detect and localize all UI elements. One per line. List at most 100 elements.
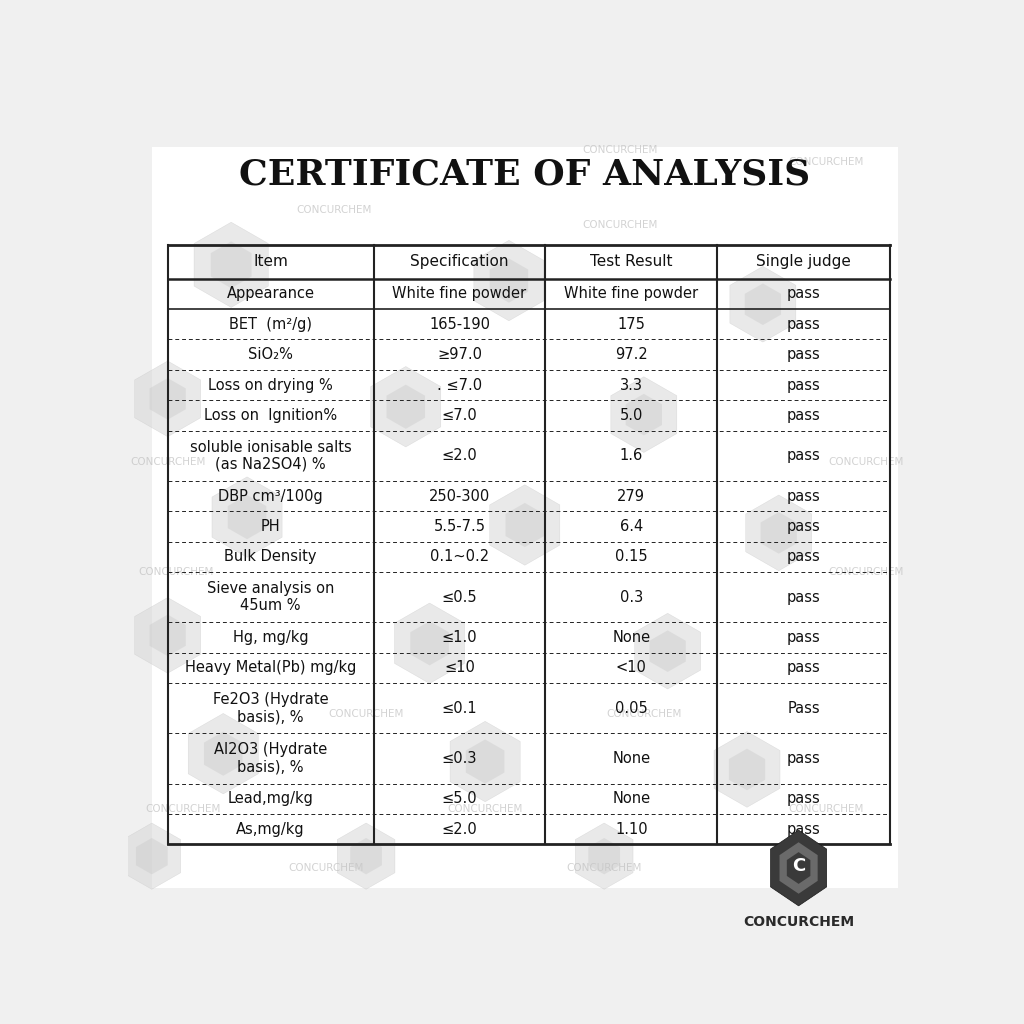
Text: Hg, mg/kg: Hg, mg/kg (232, 630, 308, 645)
Text: pass: pass (786, 287, 820, 301)
Text: 5.5-7.5: 5.5-7.5 (433, 519, 485, 534)
Text: Fe2O3 (Hydrate
basis), %: Fe2O3 (Hydrate basis), % (213, 692, 329, 724)
Text: pass: pass (786, 792, 820, 806)
Text: 165-190: 165-190 (429, 316, 489, 332)
Text: CERTIFICATE OF ANALYSIS: CERTIFICATE OF ANALYSIS (240, 157, 810, 191)
Text: Heavy Metal(Pb) mg/kg: Heavy Metal(Pb) mg/kg (185, 660, 356, 676)
Polygon shape (150, 378, 185, 420)
Polygon shape (227, 495, 266, 540)
Text: 0.3: 0.3 (620, 590, 643, 605)
Text: CONCURCHEM: CONCURCHEM (329, 710, 403, 719)
Text: 1.6: 1.6 (620, 449, 643, 463)
Text: CONCURCHEM: CONCURCHEM (828, 567, 904, 578)
Polygon shape (204, 731, 243, 776)
Text: CONCURCHEM: CONCURCHEM (447, 804, 523, 814)
Text: ≤7.0: ≤7.0 (441, 408, 477, 423)
Text: DBP cm³/100g: DBP cm³/100g (218, 488, 323, 504)
Polygon shape (730, 266, 796, 342)
Polygon shape (350, 838, 382, 874)
Text: 250-300: 250-300 (429, 488, 490, 504)
Text: ≤10: ≤10 (444, 660, 475, 676)
Text: ≤2.0: ≤2.0 (441, 449, 477, 463)
Polygon shape (575, 823, 633, 889)
Text: C: C (792, 857, 805, 876)
Text: Bulk Density: Bulk Density (224, 550, 316, 564)
Text: 0.1~0.2: 0.1~0.2 (430, 550, 489, 564)
Polygon shape (195, 222, 268, 307)
Text: BET  (m²/g): BET (m²/g) (229, 316, 312, 332)
Text: 0.15: 0.15 (615, 550, 647, 564)
Text: ≤0.5: ≤0.5 (441, 590, 477, 605)
Text: CONCURCHEM: CONCURCHEM (828, 457, 904, 467)
Polygon shape (466, 739, 505, 783)
Bar (168, 245, 890, 845)
Text: 279: 279 (617, 488, 645, 504)
Text: pass: pass (786, 378, 820, 392)
Polygon shape (411, 622, 449, 666)
Polygon shape (394, 603, 465, 683)
Text: Pass: Pass (787, 700, 820, 716)
Text: CONCURCHEM: CONCURCHEM (606, 710, 682, 719)
Polygon shape (588, 838, 621, 874)
Polygon shape (506, 503, 544, 547)
Text: Item: Item (253, 254, 288, 269)
Text: Specification: Specification (411, 254, 509, 269)
Polygon shape (744, 284, 781, 325)
Polygon shape (489, 484, 560, 565)
Text: soluble ionisable salts
(as Na2SO4) %: soluble ionisable salts (as Na2SO4) % (189, 439, 351, 472)
Polygon shape (135, 361, 201, 436)
Polygon shape (489, 258, 528, 303)
Text: Appearance: Appearance (226, 287, 314, 301)
Text: ≤1.0: ≤1.0 (441, 630, 477, 645)
Text: CONCURCHEM: CONCURCHEM (297, 205, 372, 215)
Polygon shape (211, 242, 252, 288)
Text: CONCURCHEM: CONCURCHEM (583, 220, 657, 230)
Polygon shape (770, 830, 826, 906)
Text: pass: pass (786, 630, 820, 645)
Polygon shape (611, 377, 677, 453)
Text: 1.10: 1.10 (615, 821, 647, 837)
Text: pass: pass (786, 347, 820, 362)
Polygon shape (136, 838, 168, 874)
Text: pass: pass (786, 519, 820, 534)
Polygon shape (649, 631, 686, 672)
Polygon shape (123, 823, 180, 889)
Text: pass: pass (786, 590, 820, 605)
Text: pass: pass (786, 550, 820, 564)
Text: CONCURCHEM: CONCURCHEM (788, 804, 864, 814)
Text: ≤0.3: ≤0.3 (441, 751, 477, 766)
Text: None: None (612, 792, 650, 806)
Text: Test Result: Test Result (590, 254, 673, 269)
Text: . ≤7.0: . ≤7.0 (437, 378, 482, 392)
Text: None: None (612, 630, 650, 645)
Polygon shape (135, 598, 201, 673)
Text: <10: <10 (615, 660, 647, 676)
Polygon shape (635, 613, 700, 689)
Text: Single judge: Single judge (756, 254, 851, 269)
Text: 175: 175 (617, 316, 645, 332)
Text: SiO₂%: SiO₂% (248, 347, 293, 362)
Polygon shape (188, 714, 258, 794)
Polygon shape (729, 749, 765, 791)
Text: CONCURCHEM: CONCURCHEM (138, 567, 213, 578)
Text: 5.0: 5.0 (620, 408, 643, 423)
Text: ≤5.0: ≤5.0 (441, 792, 477, 806)
Text: CONCURCHEM: CONCURCHEM (788, 158, 864, 167)
Text: CONCURCHEM: CONCURCHEM (566, 863, 642, 873)
Text: White fine powder: White fine powder (564, 287, 698, 301)
Polygon shape (212, 477, 282, 557)
Polygon shape (451, 721, 520, 802)
Text: ≤2.0: ≤2.0 (441, 821, 477, 837)
Polygon shape (761, 512, 797, 554)
Text: PH: PH (261, 519, 281, 534)
Text: 6.4: 6.4 (620, 519, 643, 534)
Text: pass: pass (786, 408, 820, 423)
Polygon shape (745, 495, 812, 570)
Text: 97.2: 97.2 (615, 347, 648, 362)
Polygon shape (626, 394, 662, 435)
Polygon shape (779, 843, 817, 894)
Polygon shape (371, 367, 440, 446)
Text: ≤0.1: ≤0.1 (441, 700, 477, 716)
Polygon shape (337, 823, 395, 889)
Text: pass: pass (786, 751, 820, 766)
